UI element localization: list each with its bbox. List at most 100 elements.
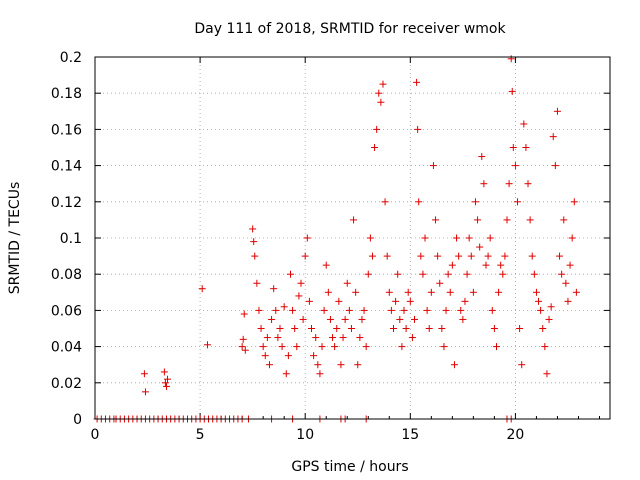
data-points (93, 55, 580, 423)
data-point (556, 252, 564, 260)
data-point (354, 361, 362, 369)
axis-ticks (94, 56, 610, 420)
data-point (476, 243, 484, 251)
data-point (318, 343, 326, 351)
data-point (362, 343, 370, 351)
data-point (140, 370, 148, 378)
data-point (526, 216, 534, 224)
data-point (297, 279, 305, 287)
data-point (541, 343, 549, 351)
data-point (444, 270, 452, 278)
data-point (278, 343, 286, 351)
data-point (162, 382, 170, 390)
data-point (284, 352, 292, 360)
data-point (564, 297, 572, 305)
plot-frame (94, 56, 611, 420)
data-point (141, 388, 149, 396)
x-tick-label: 15 (401, 427, 419, 443)
chart-title: Day 111 of 2018, SRMTID for receiver wmo… (194, 21, 506, 37)
data-point (514, 198, 522, 206)
data-point (240, 310, 248, 318)
data-point (333, 325, 341, 332)
data-point (532, 288, 540, 296)
x-tick-label: 10 (296, 427, 314, 443)
y-tick-label: 0.04 (51, 340, 82, 356)
data-point (467, 252, 475, 260)
data-point (282, 370, 290, 378)
data-point (272, 306, 280, 314)
data-point (461, 297, 469, 305)
data-point (250, 238, 258, 246)
data-point (535, 297, 543, 305)
data-point (400, 306, 408, 314)
y-tick-label: 0.14 (51, 159, 82, 175)
data-point (305, 297, 313, 305)
data-point (253, 279, 261, 287)
data-point (490, 325, 498, 332)
data-point (274, 334, 282, 342)
data-point (438, 325, 446, 332)
data-point (486, 234, 494, 242)
data-point (522, 144, 530, 151)
x-tick-label: 5 (196, 427, 205, 443)
data-point (539, 325, 547, 332)
data-point (160, 368, 168, 376)
data-point (350, 216, 358, 224)
y-tick-label: 0.18 (51, 86, 82, 102)
data-point (286, 270, 294, 278)
data-point (293, 343, 301, 351)
data-point (364, 270, 372, 278)
data-point (474, 216, 482, 224)
data-point (566, 261, 574, 269)
data-point (425, 325, 433, 332)
data-point (501, 252, 509, 260)
data-point (505, 180, 513, 188)
data-point (368, 252, 376, 260)
x-axis-label: GPS time / hours (291, 459, 408, 475)
data-point (310, 352, 318, 360)
data-point (508, 87, 516, 95)
data-point (406, 297, 414, 305)
data-point (455, 252, 463, 260)
y-tick-label: 0.12 (51, 195, 82, 211)
data-point (326, 315, 334, 323)
data-point (411, 315, 419, 323)
y-tick-label: 0.06 (51, 303, 82, 319)
data-point (398, 343, 406, 351)
data-point (316, 370, 324, 378)
data-point (419, 270, 427, 278)
y-tick-label: 0.1 (60, 231, 82, 247)
data-point (329, 334, 337, 342)
data-point (358, 315, 366, 323)
data-point (429, 162, 437, 170)
data-point (417, 252, 425, 260)
data-point (415, 198, 423, 206)
data-point (343, 279, 351, 287)
data-point (392, 297, 400, 305)
data-point (408, 334, 416, 342)
data-point (238, 343, 246, 351)
data-point (263, 334, 271, 342)
data-point (387, 306, 395, 314)
data-point (280, 303, 288, 311)
data-point (251, 252, 259, 260)
data-point (459, 315, 467, 323)
data-point (268, 315, 276, 323)
data-point (404, 288, 412, 296)
data-point (161, 379, 169, 387)
data-point (497, 261, 505, 269)
data-point (482, 261, 490, 269)
y-tick-label: 0.02 (51, 376, 82, 392)
data-point (465, 234, 473, 242)
data-point (402, 325, 410, 332)
data-point (312, 334, 320, 342)
data-point (322, 261, 330, 269)
tick-labels: 0 5 10 15 20 0 0.02 0.04 0.06 0.08 0.1 0.12 0.14 0.16… (51, 50, 524, 443)
data-point (301, 252, 309, 260)
data-point (356, 334, 364, 342)
data-point (463, 270, 471, 278)
x-tick-label: 0 (91, 427, 100, 443)
data-point (291, 325, 299, 332)
data-point (547, 303, 555, 311)
